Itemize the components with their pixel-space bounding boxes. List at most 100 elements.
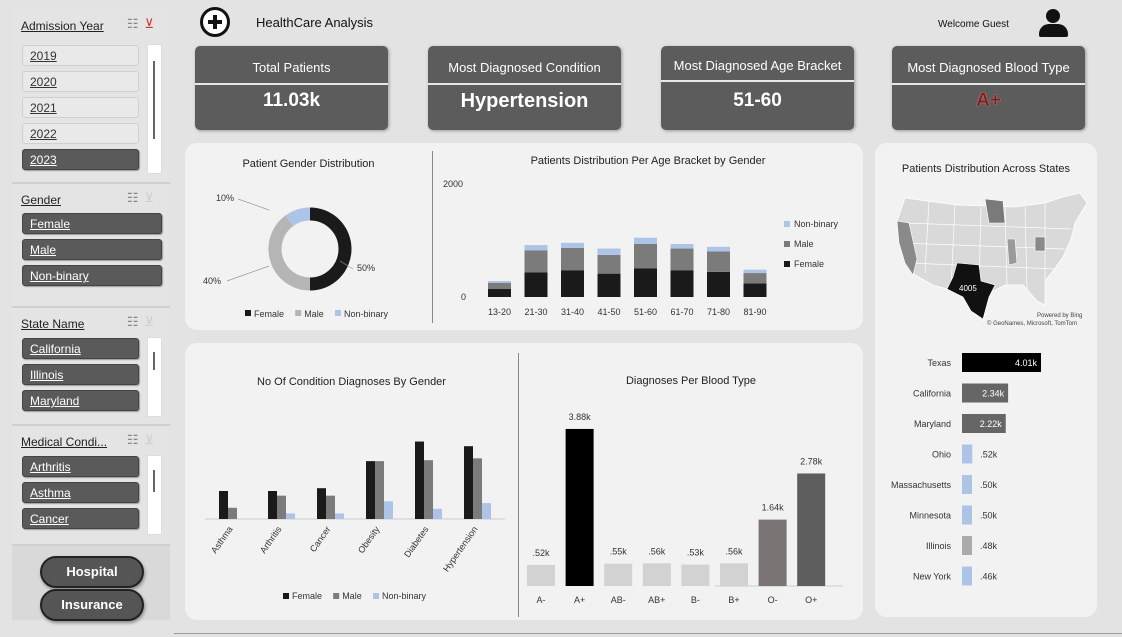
bar-male-61-70 bbox=[670, 248, 694, 271]
multi-select-icon[interactable]: ☷ bbox=[126, 314, 145, 329]
bar-state-minnesota bbox=[962, 505, 972, 525]
slicer-item-asthma[interactable]: Asthma bbox=[22, 482, 139, 503]
data-label: .55k bbox=[610, 547, 628, 557]
data-label: .50k bbox=[980, 511, 998, 521]
slicer-medical-condition: Medical Condi... ☷⊻ Arthritis Asthma Can… bbox=[12, 426, 170, 546]
kpi-most-diagnosed-age-bracket: Most Diagnosed Age Bracket 51-60 bbox=[661, 46, 854, 130]
insurance-button[interactable]: Insurance bbox=[40, 589, 144, 621]
legend-female-swatch bbox=[784, 261, 790, 267]
slicer-item-female[interactable]: Female bbox=[22, 213, 162, 234]
slicer-item-maryland[interactable]: Maryland bbox=[22, 390, 139, 411]
kpi-most-diagnosed-condition: Most Diagnosed Condition Hypertension bbox=[428, 46, 621, 130]
data-label: .50k bbox=[980, 480, 998, 490]
slicer-item-male[interactable]: Male bbox=[22, 239, 162, 260]
slicer-state-name: State Name ☷⊻ California Illinois Maryla… bbox=[12, 308, 170, 426]
x-tick-label: B- bbox=[691, 595, 700, 605]
legend-male: Male bbox=[342, 591, 362, 601]
bar-female-61-70 bbox=[670, 270, 694, 297]
bar-non-binary-cancer bbox=[335, 513, 344, 519]
donut-label-male: 40% bbox=[203, 276, 221, 286]
multi-select-icon[interactable]: ☷ bbox=[126, 432, 145, 447]
clear-filter-icon[interactable]: ⊻ bbox=[144, 190, 160, 205]
slicer-title: Admission Year bbox=[21, 19, 104, 33]
slicer-item-california[interactable]: California bbox=[22, 338, 139, 359]
donut-label-female: 50% bbox=[357, 263, 375, 273]
panel-gender-age: Patient Gender Distribution Patients Dis… bbox=[185, 143, 863, 330]
slicer-item-non-binary[interactable]: Non-binary bbox=[22, 265, 162, 286]
multi-select-icon[interactable]: ☷ bbox=[126, 16, 145, 31]
bar-non-binary-21-30 bbox=[524, 245, 548, 251]
data-label: 1.64k bbox=[762, 503, 785, 513]
slicer-scrollbar[interactable] bbox=[147, 455, 162, 535]
bar-male-hypertension bbox=[473, 458, 482, 519]
x-tick-label: O- bbox=[768, 595, 778, 605]
chart-title: Patient Gender Distribution bbox=[242, 158, 375, 170]
gender-donut-chart: 50% 40% 10% Female Male Non-binary bbox=[203, 193, 389, 319]
chart-title: Diagnoses Per Blood Type bbox=[625, 375, 757, 387]
slicer-scrollbar[interactable] bbox=[147, 44, 162, 174]
x-tick-label: Arthritis bbox=[258, 524, 284, 555]
bar-female-hypertension bbox=[464, 446, 473, 519]
x-tick-label: 41-50 bbox=[597, 307, 620, 317]
condition-bar-chart: Asthma Arthritis Cancer Obesity Diabetes Hype… bbox=[205, 441, 505, 601]
donut-label-male-leader bbox=[226, 265, 270, 282]
x-tick-label: O+ bbox=[805, 595, 817, 605]
slicer-item-2023[interactable]: 2023 bbox=[22, 149, 139, 170]
kpi-value: A+ bbox=[976, 90, 1001, 111]
slicer-title: State Name bbox=[21, 317, 85, 331]
user-icon bbox=[1046, 9, 1060, 23]
map-state-california bbox=[896, 220, 918, 276]
map-state-illinois bbox=[1006, 238, 1018, 266]
slicer-item-2020[interactable]: 2020 bbox=[22, 71, 139, 92]
kpi-label: Most Diagnosed Age Bracket bbox=[673, 58, 842, 73]
bar-female-21-30 bbox=[524, 272, 548, 297]
bar-state-california bbox=[962, 383, 1009, 403]
clear-filter-icon[interactable]: ⊻ bbox=[144, 16, 160, 31]
bar-blood-O+ bbox=[797, 473, 826, 586]
bar-state-new-york bbox=[962, 566, 972, 586]
clear-filter-icon[interactable]: ⊻ bbox=[144, 314, 160, 329]
donut-slice-male bbox=[268, 215, 311, 291]
hospital-button[interactable]: Hospital bbox=[40, 556, 144, 588]
slicer-item-illinois[interactable]: Illinois bbox=[22, 364, 139, 385]
sidebar: Admission Year ☷⊻ 2019 2020 2021 2022 20… bbox=[12, 10, 170, 621]
slicer-scrollbar[interactable] bbox=[147, 337, 162, 417]
map-attribution: © GeoNames, Microsoft, TomTom bbox=[987, 321, 1077, 327]
bar-male-71-80 bbox=[707, 251, 730, 272]
bar-non-binary-41-50 bbox=[597, 248, 621, 255]
bar-non-binary-diabetes bbox=[433, 508, 442, 519]
kpi-value: 11.03k bbox=[262, 90, 321, 111]
bar-female-81-90 bbox=[743, 283, 767, 297]
user-icon-body bbox=[1039, 24, 1068, 37]
slicer-item-arthritis[interactable]: Arthritis bbox=[22, 456, 139, 477]
multi-select-icon[interactable]: ☷ bbox=[126, 190, 145, 205]
slicer-item-2022[interactable]: 2022 bbox=[22, 123, 139, 144]
bar-female-13-20 bbox=[488, 289, 511, 297]
map-state-border bbox=[924, 200, 930, 274]
kpi-total-patients: Total Patients 11.03k bbox=[195, 46, 388, 130]
clear-filter-icon[interactable]: ⊻ bbox=[144, 432, 160, 447]
bar-male-31-40 bbox=[561, 247, 584, 271]
data-label: .48k bbox=[980, 541, 998, 551]
bar-blood-B- bbox=[681, 564, 710, 586]
slicer-item-2019[interactable]: 2019 bbox=[22, 45, 139, 66]
x-tick-label: Obesity bbox=[356, 524, 382, 555]
bar-non-binary-31-40 bbox=[561, 242, 584, 248]
x-tick-label: AB- bbox=[611, 595, 626, 605]
bar-state-maryland bbox=[962, 414, 1006, 433]
slicer-item-cancer[interactable]: Cancer bbox=[22, 508, 139, 529]
bar-female-cancer bbox=[317, 488, 326, 519]
x-tick-label: 71-80 bbox=[707, 307, 730, 317]
age-stacked-bar-chart: 2000 0 13-20 21-30 31-40 41-50 51-60 61-70 71-80… bbox=[443, 179, 839, 317]
legend-male-swatch bbox=[295, 310, 302, 316]
legend-male-swatch bbox=[333, 593, 340, 599]
donut-slice-non-binary bbox=[285, 207, 311, 227]
bar-female-obesity bbox=[366, 461, 375, 519]
slicer-item-2021[interactable]: 2021 bbox=[22, 97, 139, 118]
bar-female-71-80 bbox=[707, 271, 730, 297]
x-tick-label: B+ bbox=[728, 595, 739, 605]
map-state-border bbox=[1004, 206, 1008, 286]
y-tick-label: New York bbox=[913, 572, 952, 582]
kpi-label: Total Patients bbox=[252, 60, 331, 75]
us-map[interactable]: 4005 bbox=[895, 193, 1095, 333]
